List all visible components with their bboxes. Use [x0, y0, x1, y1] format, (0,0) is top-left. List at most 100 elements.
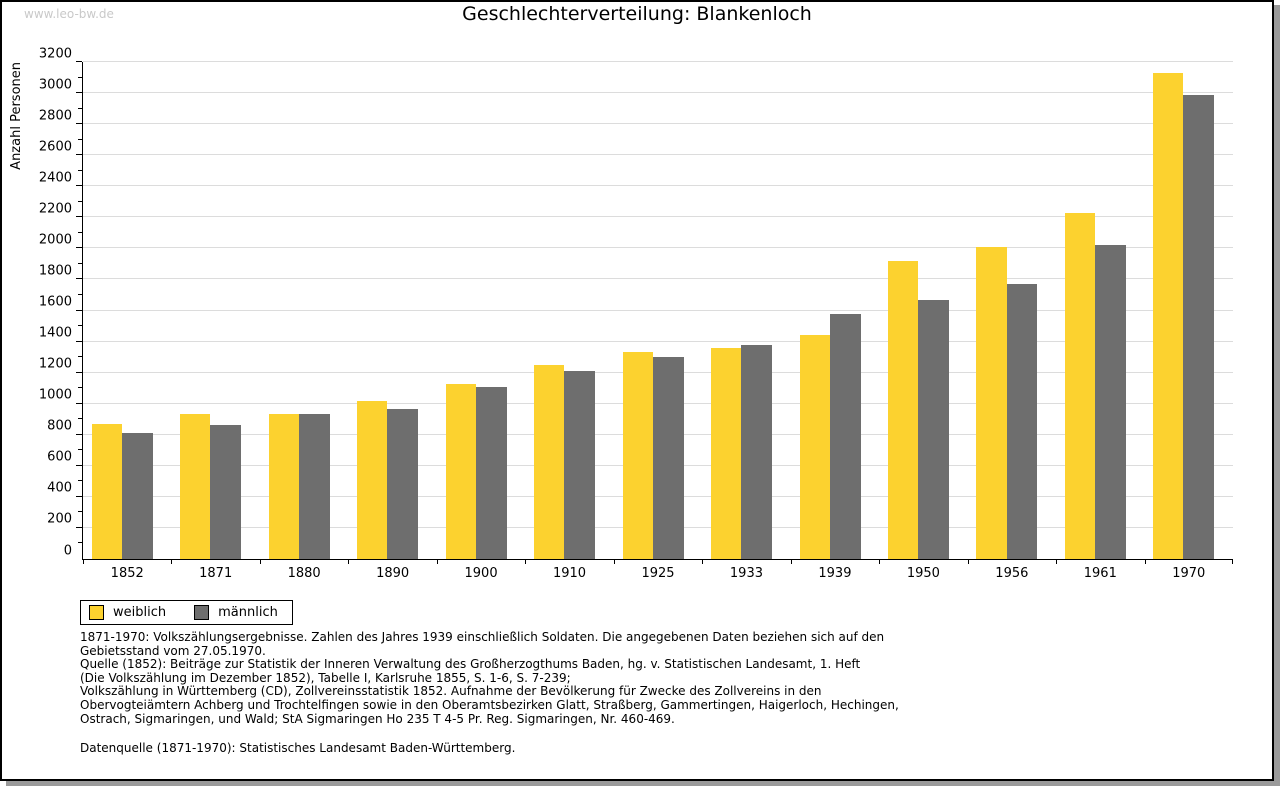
x-tick-7 — [702, 559, 704, 564]
y-tick-700 — [78, 449, 82, 451]
y-tick-1900 — [78, 262, 82, 264]
y-tick-label-3000: 3000 — [38, 77, 72, 93]
bar-männlich-1900 — [475, 387, 507, 559]
y-tick-label-2200: 2200 — [38, 201, 72, 217]
x-tick-1 — [171, 559, 173, 564]
y-tick-label-2000: 2000 — [38, 232, 72, 248]
y-tick-label-3200: 3200 — [38, 46, 72, 61]
bar-männlich-1910 — [564, 371, 596, 559]
y-tick-label-1200: 1200 — [38, 356, 72, 372]
x-category-label-1950: 1950 — [906, 566, 940, 581]
bar-männlich-1950 — [918, 299, 950, 559]
gridline-2600 — [83, 154, 1233, 156]
source-note-line-7: Ostrach, Sigmaringen, und Wald; StA Sigm… — [80, 711, 675, 726]
bar-männlich-1880 — [298, 413, 330, 559]
data-source-line: Datenquelle (1871-1970): Statistisches L… — [80, 741, 516, 755]
y-tick-label-0: 0 — [63, 543, 72, 558]
y-tick-1700 — [78, 293, 82, 295]
x-tick-3 — [348, 559, 350, 564]
x-category-label-1933: 1933 — [729, 566, 763, 581]
bar-weiblich-1961 — [1064, 212, 1095, 559]
bar-weiblich-1852 — [91, 423, 122, 559]
y-tick-3000 — [76, 92, 82, 94]
y-tick-label-800: 800 — [47, 418, 72, 434]
y-tick-2200 — [76, 216, 82, 218]
y-tick-1200 — [76, 371, 82, 373]
source-note-line-5: Volkszählung in Württemberg (CD), Zollve… — [80, 684, 822, 699]
gridline-2200 — [83, 216, 1233, 218]
x-category-label-1910: 1910 — [552, 566, 587, 581]
bar-männlich-1970 — [1183, 94, 1215, 559]
x-category-label-1900: 1900 — [464, 566, 498, 581]
source-notes: 1871-1970: Volkszählungsergebnisse. Zahl… — [80, 630, 899, 726]
y-tick-2100 — [78, 231, 82, 233]
y-tick-2500 — [78, 169, 82, 171]
x-category-label-1890: 1890 — [376, 566, 410, 581]
y-tick-2900 — [78, 107, 82, 109]
bar-weiblich-1933 — [711, 347, 742, 559]
y-tick-label-2400: 2400 — [38, 170, 72, 186]
x-category-label-1961: 1961 — [1083, 566, 1117, 581]
source-note-line-3: Quelle (1852): Beiträge zur Statistik de… — [80, 657, 861, 672]
y-tick-100 — [78, 542, 82, 544]
bar-männlich-1871 — [210, 425, 242, 559]
y-tick-300 — [78, 511, 82, 513]
y-tick-3100 — [78, 76, 82, 78]
bar-männlich-1939 — [829, 313, 861, 559]
y-tick-label-600: 600 — [47, 449, 72, 465]
x-category-label-1970: 1970 — [1172, 566, 1206, 581]
y-tick-2300 — [78, 200, 82, 202]
y-tick-label-2800: 2800 — [38, 108, 72, 124]
x-tick-9 — [879, 559, 881, 564]
x-category-label-1852: 1852 — [110, 566, 144, 581]
y-tick-2400 — [76, 185, 82, 187]
y-tick-600 — [76, 464, 82, 466]
x-tick-13 — [1232, 559, 1233, 564]
x-tick-6 — [613, 559, 615, 564]
bar-weiblich-1956 — [976, 246, 1007, 559]
gridline-3000 — [83, 92, 1233, 94]
x-tick-2 — [259, 559, 261, 564]
x-category-label-1939: 1939 — [818, 566, 852, 581]
x-tick-10 — [967, 559, 969, 564]
y-tick-2000 — [76, 247, 82, 249]
gridline-2800 — [83, 123, 1233, 125]
y-tick-3200 — [76, 61, 82, 62]
y-tick-label-2600: 2600 — [38, 139, 72, 155]
y-tick-400 — [76, 495, 82, 497]
bar-weiblich-1900 — [445, 383, 476, 559]
y-tick-2700 — [78, 138, 82, 140]
bar-männlich-1961 — [1095, 245, 1126, 559]
x-category-label-1925: 1925 — [641, 566, 675, 581]
legend-item-maennlich: männlich — [194, 605, 278, 620]
gridline-1800 — [83, 278, 1233, 280]
y-tick-label-1600: 1600 — [38, 294, 72, 310]
y-tick-1600 — [76, 309, 82, 311]
bar-männlich-1956 — [1006, 284, 1038, 559]
bar-weiblich-1950 — [888, 260, 919, 559]
gridline-1600 — [83, 309, 1233, 311]
legend-swatch-weiblich — [89, 605, 104, 620]
source-note-line-6: Obervogteiämtern Achberg und Trochtelfin… — [80, 697, 899, 712]
x-tick-11 — [1056, 559, 1058, 564]
bar-weiblich-1890 — [357, 401, 388, 559]
x-tick-0 — [83, 559, 84, 564]
bar-weiblich-1910 — [534, 364, 565, 559]
watermark: www.leo-bw.de — [24, 7, 114, 21]
y-tick-900 — [78, 418, 82, 420]
y-tick-1800 — [76, 278, 82, 280]
gridline-1400 — [83, 340, 1233, 342]
bar-weiblich-1871 — [180, 413, 211, 559]
y-tick-2600 — [76, 154, 82, 156]
y-tick-800 — [76, 433, 82, 435]
x-category-label-1880: 1880 — [287, 566, 321, 581]
legend-swatch-maennlich — [194, 605, 210, 620]
bar-weiblich-1880 — [268, 413, 299, 559]
legend-item-weiblich: weiblich — [89, 605, 166, 620]
y-tick-label-1800: 1800 — [38, 263, 72, 279]
y-tick-label-400: 400 — [47, 480, 72, 496]
x-category-label-1956: 1956 — [995, 566, 1029, 581]
legend: weiblich männlich — [80, 600, 293, 625]
y-tick-1400 — [76, 340, 82, 342]
y-tick-2800 — [76, 123, 82, 125]
